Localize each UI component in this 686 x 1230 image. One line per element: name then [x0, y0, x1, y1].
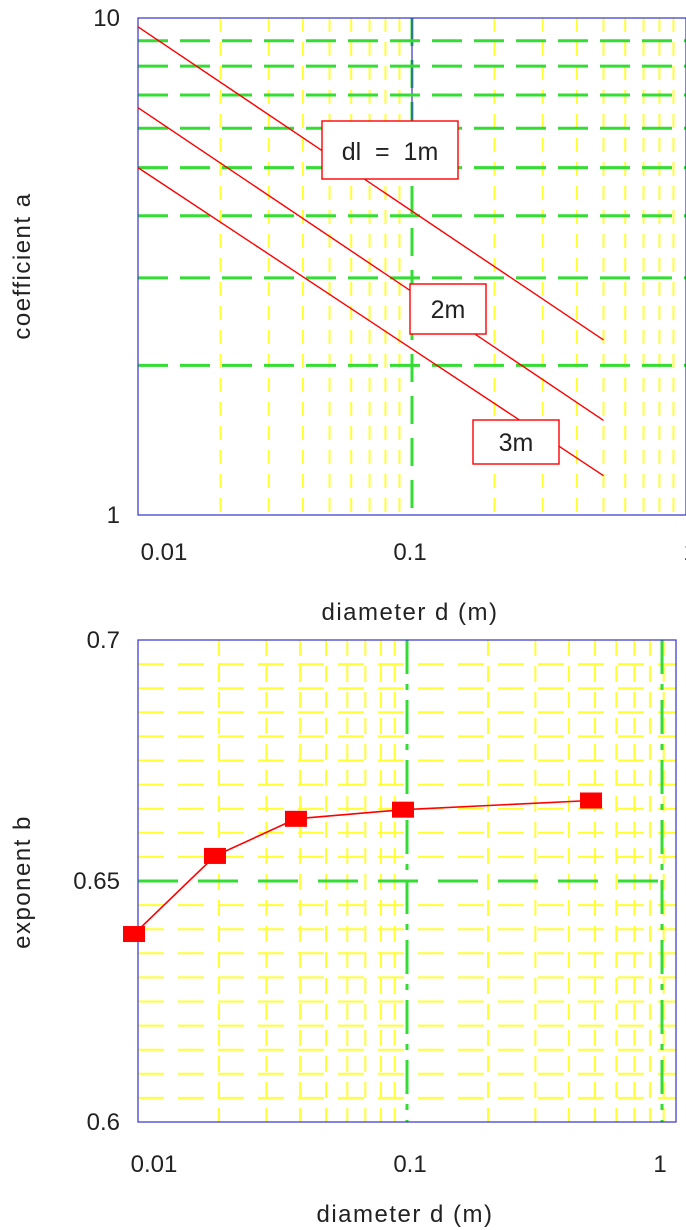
- series-line: [133, 799, 592, 935]
- y-tick-label: 0.7: [87, 627, 120, 654]
- data-point-marker: [392, 801, 414, 818]
- tick-labels: 0.01 0.1 1 1 10: [93, 5, 686, 566]
- series-label-box: [409, 283, 487, 335]
- y-tick-label: 10: [93, 5, 120, 32]
- plot-frame: [137, 639, 677, 1123]
- chart-coefficient-a: dl = 1m 2m 3m 0.01 0.1 1 1 10 diameter d (m) c…: [9, 5, 686, 626]
- x-tick-label: 0.1: [393, 539, 426, 566]
- chart-exponent-b: 0.01 0.1 1 0.6 0.65 0.7 diameter d (m) expone…: [9, 627, 677, 1228]
- x-tick-label: 0.01: [141, 539, 188, 566]
- tick-labels: 0.01 0.1 1 0.6 0.65 0.7: [73, 627, 666, 1178]
- series-line: [137, 107, 604, 421]
- x-tick-label: 0.01: [131, 1151, 178, 1178]
- x-tick-label: 1: [683, 539, 686, 566]
- y-tick-label: 0.6: [87, 1109, 120, 1136]
- series-label-box: [321, 120, 459, 180]
- y-axis-label: coefficient a: [9, 192, 36, 339]
- grid-lines: [138, 640, 676, 1122]
- x-tick-label: 0.1: [393, 1151, 426, 1178]
- series-label: 2m: [431, 296, 466, 324]
- x-axis-label: diameter d (m): [321, 599, 498, 626]
- series-line: [123, 792, 603, 943]
- y-axis-label: exponent b: [9, 815, 36, 949]
- grid-lines: [138, 18, 686, 515]
- series-label: 3m: [499, 429, 534, 457]
- y-tick-label: 1: [107, 502, 120, 529]
- data-point-marker: [123, 926, 145, 943]
- series-labels: dl = 1m 2m 3m: [321, 120, 560, 465]
- x-axis-label: diameter d (m): [316, 1201, 493, 1228]
- y-tick-label: 0.65: [73, 868, 120, 895]
- data-point-marker: [284, 810, 307, 827]
- series-label-box: [472, 419, 560, 465]
- series-label: dl = 1m: [342, 138, 439, 166]
- plot-frame: [137, 17, 686, 516]
- series-line: [137, 26, 604, 341]
- data-point-marker: [580, 792, 603, 809]
- x-tick-label: 1: [653, 1151, 666, 1178]
- data-point-marker: [203, 847, 226, 864]
